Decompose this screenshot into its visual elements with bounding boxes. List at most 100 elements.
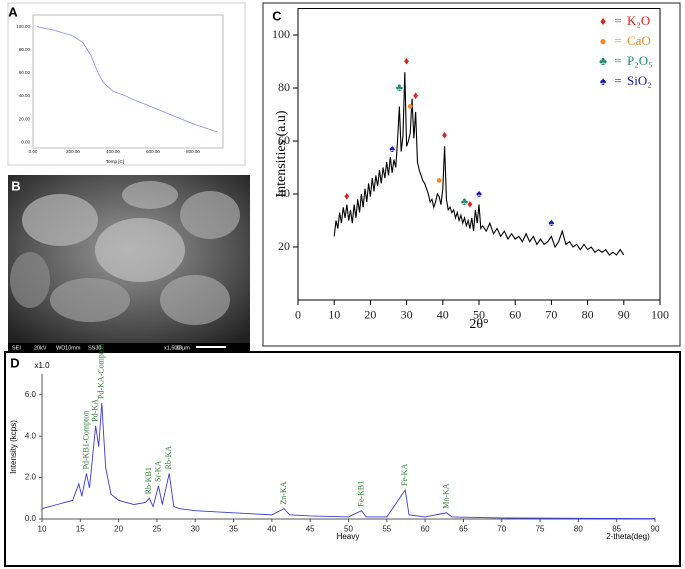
y-tick-label: 20 <box>278 239 290 253</box>
y-tick-label: 100 <box>272 27 290 41</box>
peak-marker: ● <box>407 100 414 112</box>
y-tick-label: 60 <box>278 133 290 147</box>
x-tick-label: 90 <box>618 308 630 322</box>
x-tick-label: 80 <box>574 524 583 533</box>
panel-d-frame <box>4 351 681 567</box>
x-tick-label: 200.00 <box>66 149 80 154</box>
y-tick-label: 0.00 <box>21 139 30 144</box>
panel-label: D <box>10 355 19 370</box>
legend-symbol: ♦ <box>600 14 606 28</box>
sem-info: 20kV <box>34 345 47 351</box>
x-tick-label: 30 <box>191 524 200 533</box>
legend-separator: = <box>614 33 621 48</box>
x-axis-label: Temp [C] <box>106 159 124 164</box>
y-tick-label: 2.0 <box>25 473 37 482</box>
y-tick-label: 80 <box>278 80 290 94</box>
panel-label: C <box>272 8 282 23</box>
peak-marker: ● <box>436 175 443 187</box>
y-tick-label: 0.0 <box>25 514 37 523</box>
x-tick-label: 40 <box>437 308 449 322</box>
y-tick-label: 40.00 <box>19 93 31 98</box>
sem-info: WD10mm <box>56 345 81 351</box>
x-tick-label: 15 <box>76 524 85 533</box>
y-tick-label: 80.00 <box>19 47 31 52</box>
peak-annotation: Sr-KA <box>153 460 162 481</box>
peak-annotation: Pd-KA-Compton <box>97 344 106 399</box>
panel-label: B <box>11 178 20 193</box>
peak-marker: ♦ <box>404 55 410 67</box>
data-line <box>333 72 625 256</box>
x-tick-label: 45 <box>306 524 315 533</box>
y-tick-label: 6.0 <box>25 390 37 399</box>
data-line <box>36 26 218 133</box>
peak-marker: ♠ <box>389 143 395 155</box>
x-tick-label: 65 <box>459 524 468 533</box>
scale-note: x1.0 <box>34 361 50 370</box>
legend-separator: = <box>614 73 621 88</box>
x-tick-label: 60 <box>509 308 521 322</box>
peak-annotation: Pd-KA <box>90 399 99 422</box>
peak-annotation: Rb-KB1 <box>144 467 153 494</box>
plot-frame <box>32 14 224 149</box>
peak-annotation: Mn-KA <box>441 483 450 509</box>
x-tick-label: 70 <box>497 524 506 533</box>
peak-marker: ♦ <box>442 130 448 142</box>
x-tick-label: 20 <box>114 524 123 533</box>
x-axis-label: 2-theta(deg) <box>606 532 650 541</box>
peak-annotation: Pd-KB1-Compton <box>81 411 90 470</box>
y-axis-label: Intensities (a.u) <box>274 110 289 197</box>
legend-symbol: ♣ <box>599 54 607 68</box>
x-tick-label: 40 <box>267 524 276 533</box>
x-tick-label: 35 <box>229 524 238 533</box>
panel-label: A <box>8 4 18 19</box>
y-tick-label: 4.0 <box>25 431 37 440</box>
peak-annotation: Rb-KA <box>164 446 173 470</box>
panel-c-frame <box>262 2 681 347</box>
x-tick-label: 85 <box>612 524 621 533</box>
x-tick-label: 90 <box>651 524 660 533</box>
sem-info: SEI <box>12 345 21 351</box>
peak-marker: ♣ <box>396 82 403 94</box>
panel-a-frame <box>7 2 246 166</box>
legend-label: CaO <box>627 33 651 48</box>
sem-info: x1,500 <box>164 345 181 351</box>
x-tick-label: 600.00 <box>146 149 160 154</box>
peak-marker: ♠ <box>476 188 482 200</box>
x-tick-label: 20 <box>364 308 376 322</box>
legend-label: K₂O <box>627 13 650 28</box>
x-tick-label: 0.00 <box>29 149 38 154</box>
x-tick-label: 400.00 <box>106 149 120 154</box>
peak-annotation: Fe-KA <box>400 464 409 486</box>
legend-separator: = <box>614 13 621 28</box>
y-axis-label: Intensity (kcps) <box>9 420 18 474</box>
x-tick-label: 25 <box>152 524 161 533</box>
x-tick-label: 30 <box>401 308 413 322</box>
x-tick-label: 100 <box>651 308 669 322</box>
x-tick-label: 70 <box>545 308 557 322</box>
y-tick-label: 100.00 <box>16 24 30 29</box>
peak-marker: ♦ <box>344 191 350 203</box>
legend-symbol: ● <box>599 34 606 48</box>
peak-annotation: Zn-KA <box>279 481 288 504</box>
axis-note: Heavy <box>337 532 360 541</box>
y-tick-label: 60.00 <box>19 70 31 75</box>
x-tick-label: 60 <box>421 524 430 533</box>
x-tick-label: 800.00 <box>186 149 200 154</box>
y-tick-label: 40 <box>278 186 290 200</box>
y-tick-label: 20.00 <box>19 116 31 121</box>
x-tick-label: 80 <box>582 308 594 322</box>
x-tick-label: 75 <box>536 524 545 533</box>
data-line <box>41 402 656 520</box>
x-tick-label: 10 <box>38 524 47 533</box>
sem-image <box>8 175 250 352</box>
legend-separator: = <box>614 53 621 68</box>
peak-marker: ♦ <box>413 90 419 102</box>
peak-annotation: Fe-KB1 <box>356 481 365 507</box>
peak-marker: ♠ <box>548 217 554 229</box>
sem-info: SS30 <box>88 345 101 351</box>
x-tick-label: 50 <box>473 308 485 322</box>
legend-label: SiO₂ <box>627 73 652 88</box>
x-tick-label: 50 <box>344 524 353 533</box>
sem-info: 10μm <box>176 345 190 351</box>
